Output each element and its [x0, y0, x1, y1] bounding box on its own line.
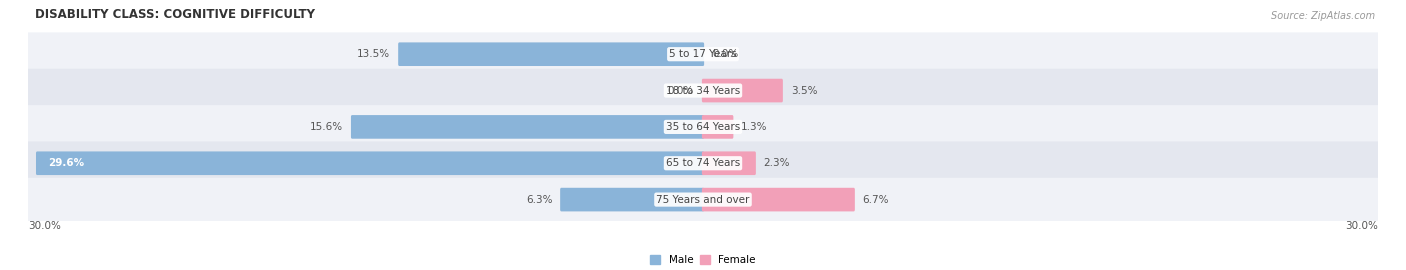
- Text: 6.7%: 6.7%: [863, 195, 889, 205]
- Text: 3.5%: 3.5%: [790, 86, 817, 96]
- FancyBboxPatch shape: [702, 151, 756, 175]
- FancyBboxPatch shape: [25, 141, 1381, 185]
- Text: 30.0%: 30.0%: [1346, 221, 1378, 231]
- FancyBboxPatch shape: [25, 32, 1381, 76]
- FancyBboxPatch shape: [25, 105, 1381, 149]
- Text: 75 Years and over: 75 Years and over: [657, 195, 749, 205]
- Text: 18 to 34 Years: 18 to 34 Years: [666, 86, 740, 96]
- Text: 35 to 64 Years: 35 to 64 Years: [666, 122, 740, 132]
- FancyBboxPatch shape: [702, 188, 855, 211]
- FancyBboxPatch shape: [398, 42, 704, 66]
- Text: 13.5%: 13.5%: [357, 49, 391, 59]
- FancyBboxPatch shape: [702, 115, 734, 139]
- Text: 2.3%: 2.3%: [763, 158, 790, 168]
- FancyBboxPatch shape: [352, 115, 704, 139]
- Text: 0.0%: 0.0%: [711, 49, 738, 59]
- Text: 30.0%: 30.0%: [28, 221, 60, 231]
- Text: 5 to 17 Years: 5 to 17 Years: [669, 49, 737, 59]
- Text: 6.3%: 6.3%: [526, 195, 553, 205]
- FancyBboxPatch shape: [702, 79, 783, 102]
- Text: 29.6%: 29.6%: [48, 158, 84, 168]
- FancyBboxPatch shape: [25, 178, 1381, 221]
- Legend: Male, Female: Male, Female: [645, 251, 761, 269]
- FancyBboxPatch shape: [560, 188, 704, 211]
- Text: 65 to 74 Years: 65 to 74 Years: [666, 158, 740, 168]
- FancyBboxPatch shape: [37, 151, 704, 175]
- Text: 1.3%: 1.3%: [741, 122, 768, 132]
- Text: 15.6%: 15.6%: [309, 122, 343, 132]
- Text: 0.0%: 0.0%: [668, 86, 695, 96]
- Text: Source: ZipAtlas.com: Source: ZipAtlas.com: [1271, 11, 1375, 21]
- Text: DISABILITY CLASS: COGNITIVE DIFFICULTY: DISABILITY CLASS: COGNITIVE DIFFICULTY: [35, 8, 315, 21]
- FancyBboxPatch shape: [25, 69, 1381, 112]
